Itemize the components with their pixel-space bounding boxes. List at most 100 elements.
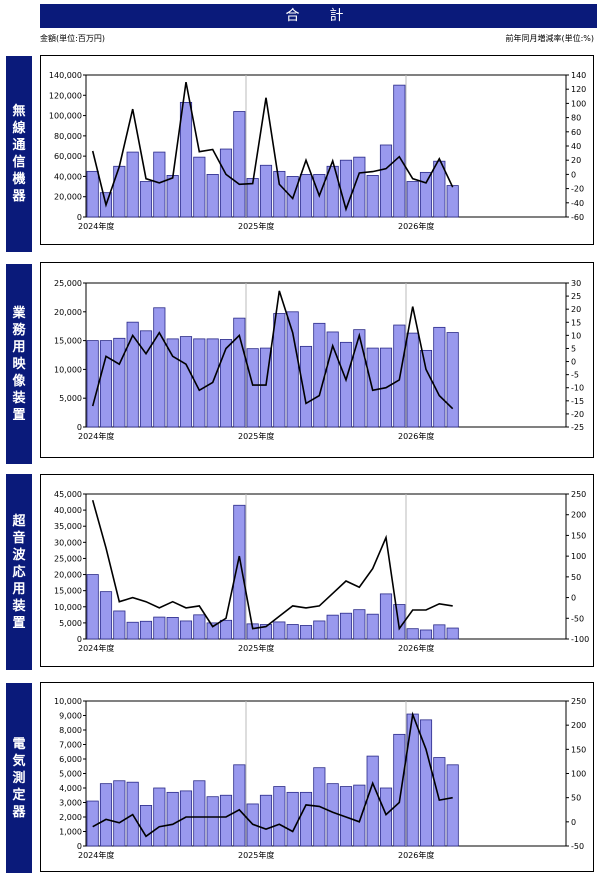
bar <box>86 340 99 428</box>
bar <box>366 613 379 640</box>
growth-line <box>91 499 453 631</box>
bar <box>419 349 433 428</box>
bar <box>299 174 313 218</box>
bar <box>259 347 273 428</box>
x-tick-label: 2024年度 <box>78 643 114 653</box>
left-tick-label: 0 <box>77 213 82 222</box>
bar <box>353 609 366 640</box>
panel-label-char: 通 <box>12 138 26 153</box>
x-tick-label: 2024年度 <box>78 850 114 860</box>
right-tick-label: 0 <box>571 818 576 827</box>
right-tick-label: 20 <box>571 305 581 314</box>
right-tick-label: -60 <box>571 213 584 222</box>
bar <box>153 151 166 218</box>
bar <box>313 620 326 640</box>
panel-label-char: 応 <box>12 564 26 580</box>
bar <box>113 165 126 218</box>
x-tick-label: 2025年度 <box>238 850 274 860</box>
right-tick-label: 20 <box>571 156 581 165</box>
left-tick-label: 25,000 <box>54 279 82 288</box>
bar <box>113 610 126 640</box>
bar <box>393 84 406 218</box>
right-tick-label: 150 <box>571 531 586 540</box>
bar <box>219 794 233 847</box>
bar <box>433 757 446 847</box>
bar <box>273 313 286 428</box>
left-axis-unit: 金額(単位:百万円) <box>40 34 105 43</box>
left-tick-label: 100,000 <box>49 112 82 121</box>
chart-video: 0 5,000 10,000 15,000 20,000 25,000 -25 -20 -15 -… <box>54 279 584 441</box>
left-tick-label: 30,000 <box>54 538 82 547</box>
bar <box>139 805 153 847</box>
bar <box>419 719 433 847</box>
bar <box>299 791 313 847</box>
bar <box>219 619 233 640</box>
right-tick-label: 200 <box>571 721 586 730</box>
left-tick-label: 7,000 <box>59 741 82 750</box>
page-title: 合 計 <box>40 4 597 28</box>
bar <box>326 783 339 847</box>
left-tick-label: 40,000 <box>54 506 82 515</box>
chart-panel-measuring: 0 1,000 2,000 3,000 4,000 5,000 6,000 7,000 8,00… <box>40 682 594 872</box>
right-tick-label: -15 <box>571 397 584 406</box>
bar <box>326 331 339 428</box>
bar <box>406 713 419 847</box>
right-tick-label: 50 <box>571 573 581 582</box>
left-tick-label: 2,000 <box>59 813 82 822</box>
left-tick-label: 15,000 <box>54 337 82 346</box>
bar <box>179 101 193 218</box>
left-tick-label: 6,000 <box>59 755 82 764</box>
right-tick-label: 40 <box>571 142 581 151</box>
panel-label-char: 置 <box>12 407 26 423</box>
bar <box>259 624 273 640</box>
bar <box>193 614 206 640</box>
bar <box>206 622 219 640</box>
bar <box>166 338 179 428</box>
x-tick-label: 2026年度 <box>398 850 434 860</box>
panel-label-char: 用 <box>12 339 26 355</box>
right-tick-label: 120 <box>571 85 586 94</box>
left-tick-label: 20,000 <box>54 193 82 202</box>
bar <box>179 336 193 428</box>
panel-label-video: 業務用映像装置 <box>6 264 32 464</box>
chart-panel-video: 0 5,000 10,000 15,000 20,000 25,000 -25 -20 -15 -… <box>40 262 594 458</box>
left-tick-label: 5,000 <box>59 394 82 403</box>
left-tick-label: 0 <box>77 842 82 851</box>
bar <box>113 780 126 847</box>
right-tick-label: 140 <box>571 71 586 80</box>
bar <box>406 332 419 428</box>
growth-line <box>91 81 454 212</box>
bar <box>433 326 446 428</box>
bar <box>233 317 246 428</box>
growth-line <box>92 711 453 838</box>
bar <box>299 345 313 428</box>
bar <box>99 783 113 847</box>
left-tick-label: 9,000 <box>59 712 82 721</box>
bar <box>379 144 393 218</box>
right-tick-label: 0 <box>571 358 576 367</box>
bar <box>179 790 193 847</box>
x-tick-label: 2026年度 <box>398 221 434 231</box>
panel-label-char: 信 <box>12 155 26 170</box>
right-tick-label: -20 <box>571 185 584 194</box>
bar <box>219 339 233 428</box>
bar <box>326 165 339 218</box>
x-tick-label: 2025年度 <box>238 643 274 653</box>
right-tick-label: 80 <box>571 114 581 123</box>
right-tick-label: 25 <box>571 292 581 301</box>
bar <box>113 337 126 428</box>
bar <box>406 181 419 218</box>
right-tick-label: 150 <box>571 745 586 754</box>
x-tick-label: 2024年度 <box>78 221 114 231</box>
bar <box>406 628 419 640</box>
right-axis-unit: 前年同月増減率(単位:%) <box>505 34 594 43</box>
panel-label-measuring: 電気測定器 <box>6 683 32 873</box>
bar <box>353 156 366 218</box>
panel-label-char: 無 <box>12 104 26 119</box>
bar <box>286 311 299 428</box>
left-tick-label: 20,000 <box>54 571 82 580</box>
right-tick-label: -40 <box>571 199 584 208</box>
left-tick-label: 10,000 <box>54 697 82 706</box>
bar <box>273 786 286 847</box>
bar <box>353 329 366 428</box>
